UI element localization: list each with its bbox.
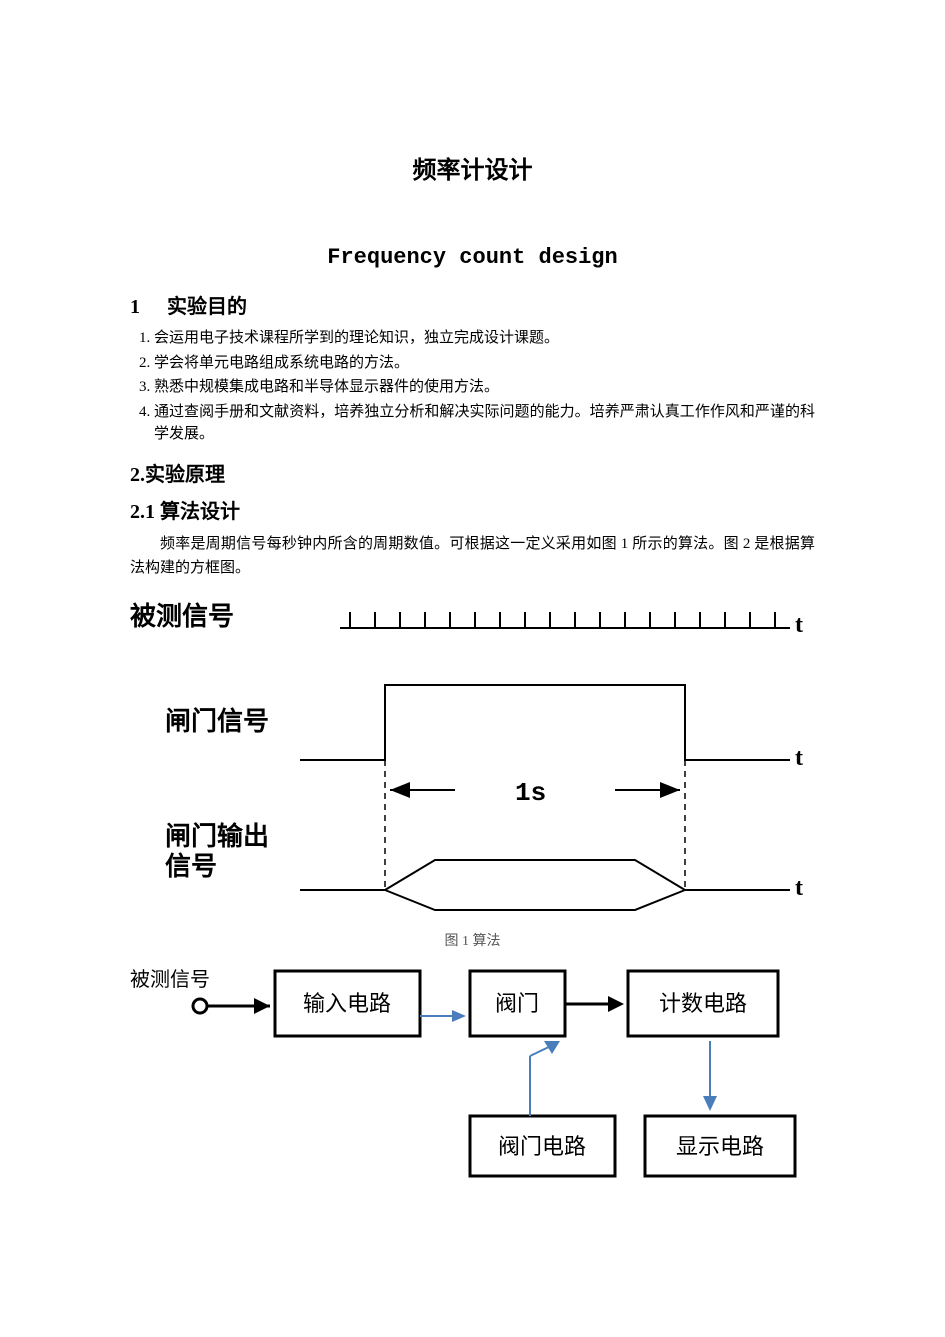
figure1-container: 被测信号 t 闸门信号 t <box>130 590 815 925</box>
fig1-label-output1: 闸门输出 <box>165 821 269 851</box>
figure1-svg: 被测信号 t 闸门信号 t <box>130 590 815 920</box>
fig1-duration: 1s <box>515 778 546 808</box>
fig1-t1: t <box>795 612 803 638</box>
list-item: 会运用电子技术课程所学到的理论知识，独立完成设计课题。 <box>154 327 815 350</box>
figure2-svg: 被测信号 输入电路 阀门 计数电路 阀门电路 显示电路 <box>130 956 815 1186</box>
section2-heading: 2.实验原理 <box>130 458 815 487</box>
fig1-t2: t <box>795 745 803 771</box>
fig1-t3: t <box>795 875 803 901</box>
section1-num: 1 <box>130 296 162 319</box>
figure1-caption: 图 1 算法 <box>130 930 815 950</box>
fig2-input-label: 被测信号 <box>130 968 210 991</box>
section1-heading: 1 实验目的 <box>130 290 815 319</box>
section2-1-paragraph: 频率是周期信号每秒钟内所含的周期数值。可根据这一定义采用如图 1 所示的算法。图… <box>130 532 815 580</box>
fig1-label-output2: 信号 <box>165 852 217 881</box>
fig1-arrow-left-head <box>390 782 410 798</box>
fig1-gate-wave <box>300 685 790 760</box>
fig1-arrow-right-head <box>660 782 680 798</box>
fig2-block-counter-text: 计数电路 <box>659 991 747 1016</box>
fig1-out-top <box>300 860 790 890</box>
figure2-container: 被测信号 输入电路 阀门 计数电路 阀门电路 显示电路 <box>130 956 815 1191</box>
fig2-block-input-text: 输入电路 <box>303 991 391 1016</box>
fig2-arrow1-head <box>254 998 270 1014</box>
fig1-label-gate: 闸门信号 <box>165 707 269 736</box>
fig2-block-gate-text: 阀门 <box>495 991 539 1016</box>
fig2-block-gatecircuit-text: 阀门电路 <box>498 1134 586 1159</box>
main-title: 频率计设计 <box>130 150 815 185</box>
fig2-arrow3-head <box>608 996 624 1012</box>
fig1-ticks <box>350 612 775 628</box>
fig2-arrow2-head <box>452 1010 466 1022</box>
section1-text: 实验目的 <box>167 296 247 318</box>
fig1-out-bottom <box>385 890 685 910</box>
section1-list: 会运用电子技术课程所学到的理论知识，独立完成设计课题。 学会将单元电路组成系统电… <box>154 327 815 446</box>
fig2-input-node <box>193 999 207 1013</box>
list-item: 通过查阅手册和文献资料，培养独立分析和解决实际问题的能力。培养严肃认真工作作风和… <box>154 401 815 446</box>
list-item: 学会将单元电路组成系统电路的方法。 <box>154 352 815 375</box>
section2-1-heading: 2.1 算法设计 <box>130 495 815 524</box>
fig2-block-display-text: 显示电路 <box>676 1134 764 1159</box>
fig2-arrow5-head <box>703 1096 717 1111</box>
fig1-label-measured: 被测信号 <box>130 602 234 631</box>
list-item: 熟悉中规模集成电路和半导体显示器件的使用方法。 <box>154 376 815 399</box>
sub-title: Frequency count design <box>130 245 815 270</box>
